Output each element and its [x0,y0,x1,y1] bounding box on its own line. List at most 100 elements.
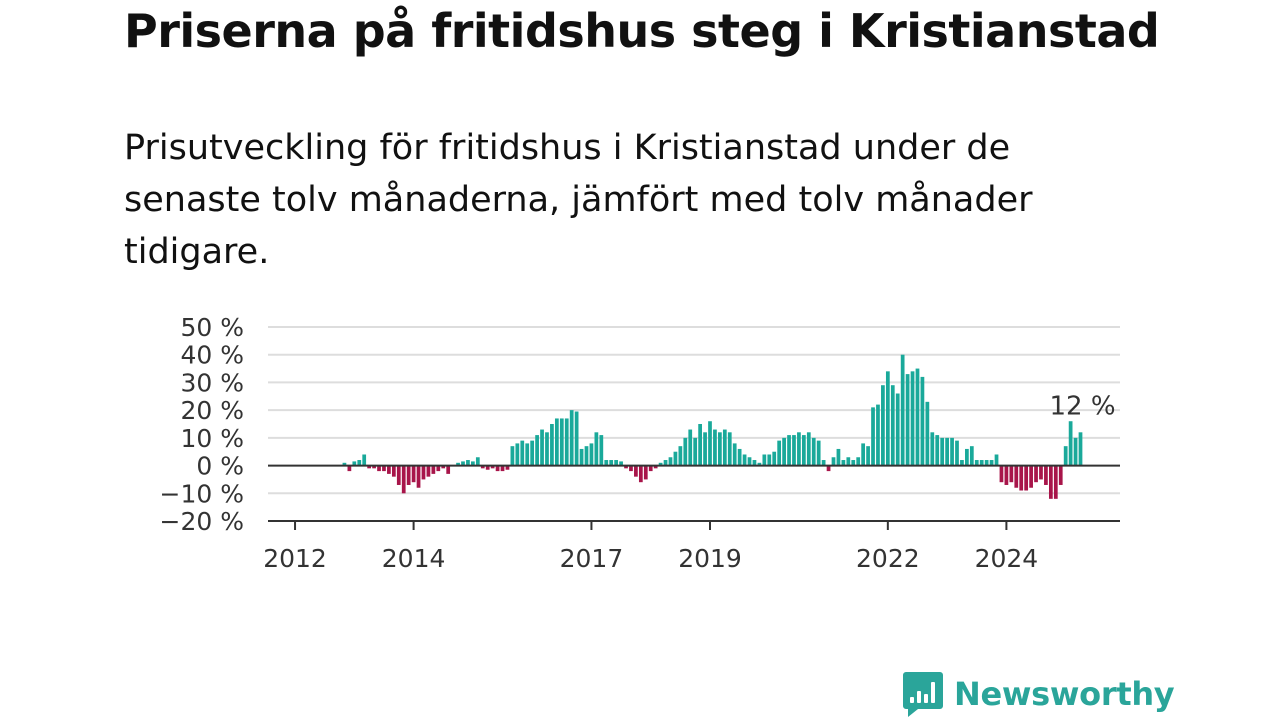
bar [614,460,619,466]
bar [658,462,663,466]
bar [609,460,614,466]
labels: 50 %40 %30 %20 %10 %0 %−10 %−20 % 2012 201… [160,313,1116,573]
bar [757,462,762,466]
y-tick-label: −10 % [160,479,244,508]
bar [634,465,638,477]
bar [910,371,915,466]
bar [624,465,628,469]
bar [1073,437,1078,466]
bar [960,460,964,466]
bar [895,393,900,466]
y-tick-label: 40 % [180,341,244,370]
x-tick-label: 2019 [678,544,742,573]
bar [520,440,525,466]
bar [890,385,895,466]
y-tick-label: −20 % [160,507,244,536]
bar [604,460,609,466]
bar [821,460,826,466]
bar [584,446,589,466]
bar [965,448,969,466]
bar-chart: 50 %40 %30 %20 %10 %0 %−10 %−20 % 2012 201… [160,313,1120,573]
bar [811,437,816,466]
newsworthy-logo-icon [903,672,943,717]
bar [831,457,836,466]
bar [851,460,856,466]
bar [836,448,841,466]
bar [387,465,391,474]
annotation-label: 12 % [1049,391,1115,421]
bar [426,465,431,477]
bar [367,465,372,469]
bar [792,435,796,466]
bar [574,411,579,466]
bar [1039,465,1043,480]
x-tick-label: 2014 [382,544,446,573]
bar [1034,465,1038,483]
bar [372,465,376,469]
bar [490,465,495,469]
bar [673,451,678,466]
bar [594,432,599,466]
x-tick-label: 2022 [856,544,920,573]
bar [747,457,752,466]
bar [940,437,945,466]
y-tick-label: 20 % [180,396,244,425]
bar [431,465,436,474]
bar [1024,465,1029,491]
bar [925,401,930,466]
bar [446,465,451,474]
bar [461,461,465,466]
bar [382,465,386,472]
bar [885,371,890,466]
bar [777,440,782,466]
bar [979,460,984,466]
bar [648,465,653,472]
bar [841,460,846,466]
bar [703,432,707,466]
bar [663,460,668,466]
bar [505,465,510,470]
bar [638,465,643,483]
bar [466,460,470,466]
bar [535,435,539,466]
bar [599,435,604,466]
bar [752,460,757,466]
bar [732,443,737,466]
bar [554,418,559,466]
bar [1014,465,1019,488]
bar [416,465,421,488]
bar [475,457,480,466]
bar [861,443,866,466]
bar [974,460,979,466]
bar [969,446,974,466]
bar [530,440,535,466]
y-tick-label: 10 % [180,424,244,453]
bar [737,448,742,466]
bar [411,465,416,483]
y-tick-label: 50 % [180,313,244,342]
bar [1063,446,1068,466]
bar [564,418,569,466]
bar [826,465,831,472]
bar [1068,421,1073,466]
bar [629,465,633,472]
bar [510,446,515,466]
bar [456,462,460,466]
bar [619,461,623,466]
bar [945,437,949,466]
bar [920,376,925,466]
bar [391,465,396,477]
bar [352,461,357,466]
bar [698,424,702,466]
bar [950,437,954,466]
bar [762,454,767,466]
bar [772,451,777,466]
bar [806,432,811,466]
bar [767,454,772,466]
bar [1019,465,1024,491]
bar [471,461,475,466]
bar [406,465,411,485]
bar [515,443,520,466]
bar [540,429,544,466]
bar [881,385,885,466]
